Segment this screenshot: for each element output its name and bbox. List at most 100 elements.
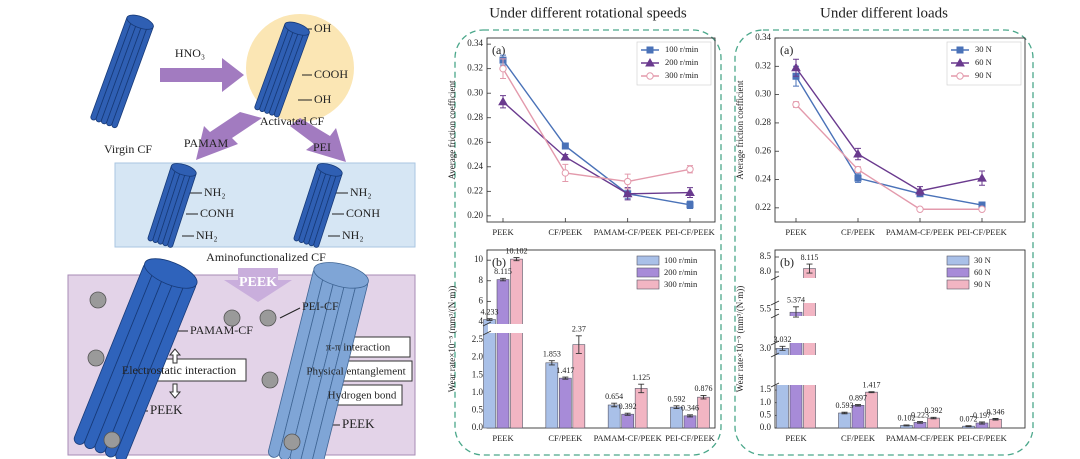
data-point <box>791 62 801 72</box>
legend-label: 300 r/min <box>665 70 699 80</box>
axis-break <box>488 324 714 333</box>
bar <box>621 413 634 429</box>
label: OH <box>314 21 332 35</box>
fiber-end <box>316 163 343 177</box>
data-point <box>854 174 862 182</box>
data-label: 0.223 <box>911 410 929 419</box>
legend-label: 90 N <box>975 70 992 80</box>
label: PEEK <box>150 402 183 417</box>
data-label: 2.37 <box>572 325 586 334</box>
line-chart: (a) Average friction coefficient 0.20 0.22 0… <box>447 37 716 237</box>
bar <box>559 377 572 429</box>
label: OH <box>314 92 332 106</box>
x-tick-label: PAMAM-CF/PEEK <box>886 433 955 443</box>
bar <box>989 418 1002 429</box>
y-axis-label: Average friction coefficient <box>735 80 745 180</box>
data-point <box>854 166 862 174</box>
label: NH₂ <box>350 185 372 199</box>
x-tick-label: PEI-CF/PEEK <box>665 227 715 237</box>
y-tick-label: 0.30 <box>755 89 771 99</box>
label: PEEK <box>239 275 277 290</box>
label: π-π interaction <box>326 342 391 354</box>
label: Virgin CF <box>104 142 152 156</box>
legend-label: 60 N <box>975 57 992 67</box>
legend-label: 300 r/min <box>664 279 698 289</box>
series-line <box>502 59 691 206</box>
error-bar <box>500 277 506 282</box>
axis-break <box>776 355 1024 385</box>
x-tick-label: CF/PEEK <box>548 433 583 443</box>
y-axis-label: Wear rate×10⁻⁵ (mm³/(N·m)) <box>447 286 457 392</box>
data-label: 1.853 <box>543 350 561 359</box>
error-bar <box>793 306 799 318</box>
y-tick-label: 0.24 <box>755 174 771 184</box>
panel-frame <box>734 29 1034 456</box>
data-point <box>622 188 633 198</box>
plot-frame <box>774 37 1026 223</box>
data-point <box>916 205 924 213</box>
legend-label: 30 N <box>975 44 992 54</box>
error-bar <box>868 391 875 394</box>
y-tick-label: 0.26 <box>467 136 483 146</box>
peek-particle <box>223 309 241 327</box>
legend-label: 30 N <box>974 255 991 265</box>
y-tick-label: 0.32 <box>755 60 771 70</box>
data-label: 0.197 <box>973 411 991 420</box>
data-point <box>560 151 571 161</box>
y-axis-label: Average friction coefficient <box>447 80 457 180</box>
x-tick-label: PEEK <box>785 433 807 443</box>
bar <box>683 415 697 429</box>
carbon-fiber <box>73 258 198 459</box>
data-point <box>686 165 694 173</box>
data-label: 0.346 <box>987 407 1005 416</box>
legend-label: 60 N <box>974 267 991 277</box>
legend-marker <box>955 57 965 67</box>
label: Hydrogen bond <box>328 390 397 402</box>
data-label: 4.233 <box>481 308 499 317</box>
error-bar <box>779 345 786 351</box>
label: CONH <box>346 206 380 220</box>
data-point <box>686 201 694 209</box>
label: Electrostatic interaction <box>122 363 236 377</box>
bar <box>634 388 648 429</box>
label: COOH <box>314 67 348 81</box>
peek-particle <box>283 433 301 451</box>
data-point <box>792 100 800 109</box>
x-tick-label: PEI-CF/PEEK <box>665 433 715 443</box>
error-bar <box>486 318 493 321</box>
data-point <box>977 173 987 182</box>
panel-title: Under different loads <box>820 5 948 21</box>
x-tick-label: PEI-CF/PEEK <box>957 227 1007 237</box>
arrow <box>160 58 244 92</box>
data-label: 0.593 <box>836 401 854 410</box>
x-tick-label: PEI-CF/PEEK <box>957 433 1007 443</box>
series-line <box>502 101 691 195</box>
carbon-fiber <box>293 163 343 248</box>
y-tick-label: 5.5 <box>760 304 772 314</box>
data-label: 10.102 <box>506 246 528 255</box>
legend-marker <box>646 46 654 54</box>
y-tick-label: 0.24 <box>467 161 483 171</box>
y-tick-label: 0.28 <box>755 117 771 127</box>
plot-frame <box>774 249 1026 429</box>
x-tick-label: PEEK <box>492 227 514 237</box>
legend-swatch <box>946 255 970 266</box>
data-point <box>853 149 863 158</box>
error-bar <box>965 425 972 428</box>
data-point <box>915 185 925 195</box>
data-label: 5.374 <box>787 296 805 305</box>
label: PEI <box>313 140 331 154</box>
y-tick-label: 8 <box>479 275 484 285</box>
label: Aminofunctionalized CF <box>206 250 326 264</box>
legend-swatch <box>636 255 660 266</box>
error-bar <box>624 412 631 416</box>
legend-marker <box>956 46 964 54</box>
series-line <box>795 75 983 206</box>
error-bar <box>673 405 680 410</box>
y-axis-label: Wear rate×10⁻⁵ (mm³/(N·m)) <box>735 286 745 392</box>
peek-particle <box>261 371 279 389</box>
data-label: 0.102 <box>898 414 916 423</box>
y-tick-label: 0.26 <box>755 145 771 155</box>
